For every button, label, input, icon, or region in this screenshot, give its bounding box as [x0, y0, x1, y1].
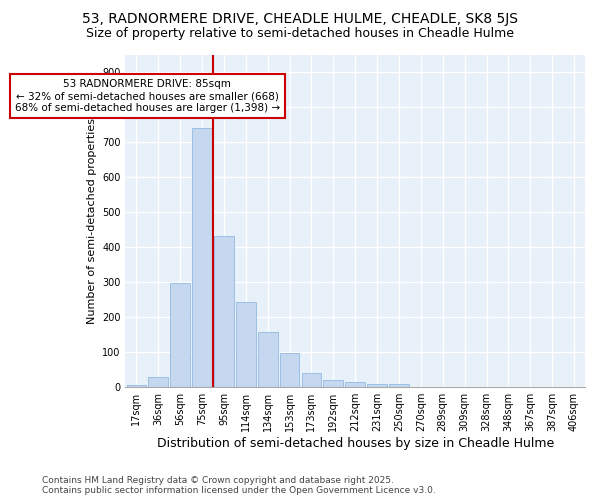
Bar — [346, 382, 365, 387]
Text: Size of property relative to semi-detached houses in Cheadle Hulme: Size of property relative to semi-detach… — [86, 28, 514, 40]
Text: Contains HM Land Registry data © Crown copyright and database right 2025.
Contai: Contains HM Land Registry data © Crown c… — [42, 476, 436, 495]
Bar — [170, 284, 190, 387]
Bar — [192, 128, 212, 387]
Bar — [302, 373, 321, 387]
Bar — [389, 384, 409, 387]
X-axis label: Distribution of semi-detached houses by size in Cheadle Hulme: Distribution of semi-detached houses by … — [157, 437, 554, 450]
Bar — [148, 378, 168, 387]
Bar — [258, 332, 278, 387]
Bar — [280, 353, 299, 387]
Bar — [367, 384, 387, 387]
Y-axis label: Number of semi-detached properties: Number of semi-detached properties — [86, 118, 97, 324]
Bar — [323, 380, 343, 387]
Text: 53, RADNORMERE DRIVE, CHEADLE HULME, CHEADLE, SK8 5JS: 53, RADNORMERE DRIVE, CHEADLE HULME, CHE… — [82, 12, 518, 26]
Text: 53 RADNORMERE DRIVE: 85sqm
← 32% of semi-detached houses are smaller (668)
68% o: 53 RADNORMERE DRIVE: 85sqm ← 32% of semi… — [15, 80, 280, 112]
Bar — [214, 236, 234, 387]
Bar — [127, 386, 146, 387]
Bar — [236, 302, 256, 387]
